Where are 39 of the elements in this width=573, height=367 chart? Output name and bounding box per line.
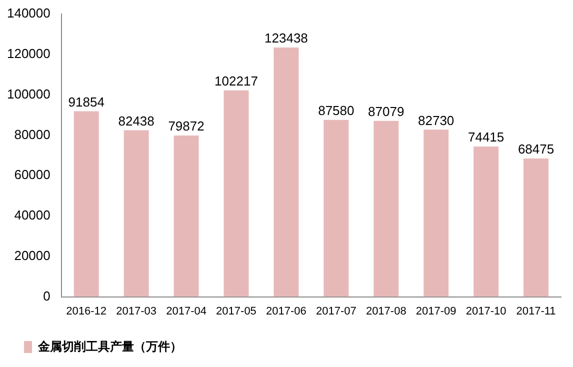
x-tick-label: 2017-10 (466, 305, 506, 318)
data-label: 87580 (318, 102, 354, 118)
y-tick-label: 100000 (6, 86, 50, 102)
y-tick-label: 60000 (14, 167, 50, 182)
bar (474, 146, 499, 297)
y-tick-label: 20000 (14, 248, 50, 263)
x-tick-label: 2017-11 (516, 305, 556, 318)
bar (224, 90, 249, 297)
data-label: 82438 (118, 113, 154, 128)
bar (524, 158, 549, 297)
y-tick-label: 0 (43, 288, 50, 304)
data-label: 79872 (168, 118, 204, 134)
y-tick-label: 40000 (14, 208, 50, 223)
x-tick-label: 2017-07 (316, 305, 356, 318)
x-tick-label: 2017-06 (266, 305, 306, 318)
data-label: 102217 (214, 73, 258, 88)
data-label: 91854 (68, 94, 104, 110)
x-tick-label: 2017-05 (216, 305, 256, 318)
bar (424, 130, 449, 297)
bar (324, 120, 349, 297)
bar (74, 111, 99, 297)
legend-label: 金属切削工具产量（万件） (37, 339, 182, 354)
data-label: 82730 (418, 112, 454, 128)
x-tick-label: 2017-04 (166, 305, 206, 318)
x-tick-label: 2017-08 (366, 305, 406, 318)
bar (124, 130, 149, 297)
y-tick-label: 120000 (6, 46, 50, 61)
x-tick-label: 2016-12 (66, 305, 107, 318)
data-label: 68475 (518, 142, 554, 157)
data-label: 74415 (468, 130, 504, 145)
y-tick-label: 140000 (6, 6, 50, 21)
x-tick-label: 2017-09 (416, 305, 456, 318)
y-tick-label: 80000 (14, 126, 50, 142)
bar (374, 120, 399, 297)
bar (274, 47, 299, 297)
data-label: 87079 (368, 104, 404, 119)
data-label: 123438 (264, 30, 308, 46)
x-tick-label: 2017-03 (116, 305, 157, 318)
bar (174, 135, 199, 297)
